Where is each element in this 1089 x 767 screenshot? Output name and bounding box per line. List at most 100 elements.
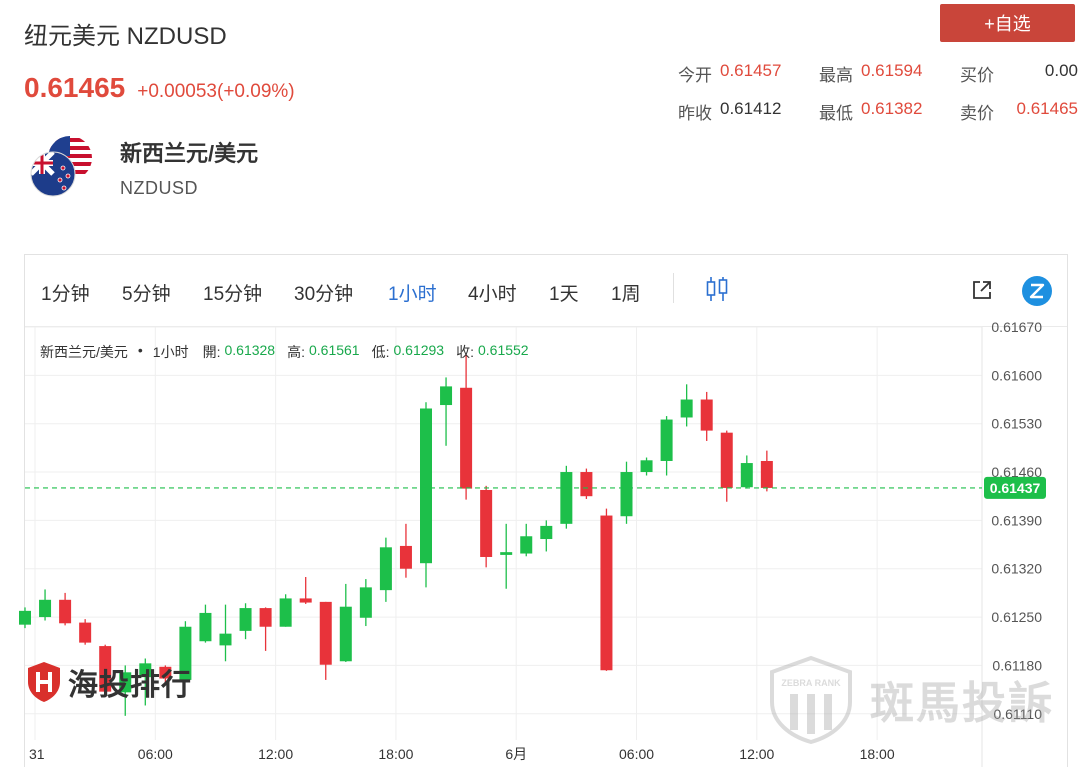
y-tick-label: 0.61250	[991, 609, 1042, 625]
legend-open: 0.61328	[224, 342, 276, 358]
candle-body	[239, 608, 252, 631]
stat-label: 昨收	[678, 103, 712, 123]
x-tick-label: 12:00	[258, 746, 293, 762]
candle-body	[79, 622, 92, 643]
stat-label: 卖价	[960, 103, 994, 123]
candle-body	[640, 460, 653, 473]
stat-label: 最高	[819, 65, 853, 85]
legend-open-label: 開:	[202, 344, 221, 360]
candle-body	[179, 626, 192, 680]
legend-close: 0.61552	[477, 342, 529, 358]
x-tick-label: 6月	[505, 746, 527, 762]
zebra-badge-text: ZEBRA RANK	[781, 678, 841, 688]
candle-body	[219, 633, 232, 646]
stat-value: 0.61594	[861, 60, 923, 80]
tab-4hour[interactable]: 4小时	[468, 284, 517, 305]
quote-stats: 今开 0.61457 最高 0.61594 买价 0.00 昨收 0.61412 最低 0…	[678, 54, 1078, 130]
candle-body	[39, 599, 52, 618]
candlestick-type-icon[interactable]	[705, 275, 729, 303]
stat-label: 最低	[819, 103, 853, 123]
chart-legend: 新西兰元/美元 • 1小时 開: 0.61328 高: 0.61561 低: 0…	[40, 342, 537, 362]
stats-row: 今开 0.61457 最高 0.61594 买价 0.00	[678, 54, 1078, 92]
tab-1day[interactable]: 1天	[549, 284, 579, 305]
candle-body	[660, 419, 673, 461]
y-tick-label: 0.61600	[991, 367, 1042, 383]
candle-body	[460, 387, 473, 489]
y-tick-label: 0.61180	[992, 657, 1042, 673]
external-link-icon[interactable]	[971, 279, 993, 301]
candle-body	[299, 598, 312, 603]
candle-body	[680, 399, 693, 418]
x-tick-label: 06:00	[138, 746, 173, 762]
candle-body	[540, 525, 553, 540]
candle-body	[760, 460, 773, 488]
legend-low-label: 低:	[371, 344, 390, 360]
candle-body	[560, 472, 573, 524]
candle-body	[580, 472, 593, 497]
y-tick-label: 0.61530	[991, 416, 1042, 432]
candle-body	[199, 612, 212, 642]
shield-logo-icon	[28, 662, 60, 702]
x-tick-label: 12:00	[739, 746, 774, 762]
x-tick-label: 18:00	[860, 746, 895, 762]
stat-value: 0.61382	[861, 98, 923, 118]
y-tick-label: 0.61110	[993, 706, 1042, 722]
currency-flags-icon	[30, 134, 94, 198]
watermark-right: ZEBRA RANK 斑馬投訴	[766, 654, 1054, 744]
page-title: 纽元美元 NZDUSD	[24, 23, 227, 50]
stat-value: 0.61465	[1016, 98, 1078, 118]
candle-body	[480, 489, 493, 557]
legend-pair: 新西兰元/美元	[40, 344, 128, 360]
stat-bid: 买价 0.00	[960, 61, 1078, 86]
legend-high-label: 高:	[287, 344, 305, 360]
candle-body	[440, 386, 453, 406]
candle-body	[259, 608, 272, 627]
candle-body	[119, 672, 132, 693]
stat-open: 今开 0.61457	[678, 61, 819, 86]
watermark-left-text: 海投排行	[68, 669, 192, 702]
candle-body	[19, 610, 31, 625]
tab-5min[interactable]: 5分钟	[122, 284, 171, 305]
stat-ask: 卖价 0.61465	[960, 99, 1078, 124]
watermark-left: 海投排行	[26, 660, 192, 704]
candle-body	[600, 515, 613, 671]
stat-label: 今开	[678, 65, 712, 85]
stat-high: 最高 0.61594	[819, 61, 960, 86]
candle-body	[720, 432, 733, 488]
candle-body	[159, 666, 172, 679]
legend-low: 0.61293	[393, 342, 445, 358]
tab-15min[interactable]: 15分钟	[203, 284, 263, 305]
chart-brand-icon[interactable]	[1021, 275, 1053, 307]
last-price: 0.61465	[24, 72, 126, 103]
stat-value: 0.00	[1044, 60, 1078, 80]
x-tick-label: 06:00	[619, 746, 654, 762]
candle-body	[620, 472, 633, 517]
tab-1week[interactable]: 1周	[611, 284, 641, 305]
legend-interval: 1小时	[152, 344, 189, 360]
pair-name: 新西兰元/美元	[120, 141, 259, 166]
candle-body	[359, 587, 372, 618]
x-tick-label: 18:00	[378, 746, 413, 762]
stat-low: 最低 0.61382	[819, 99, 960, 124]
tab-1min[interactable]: 1分钟	[41, 284, 90, 305]
tab-30min[interactable]: 30分钟	[294, 284, 354, 305]
pair-code: NZDUSD	[120, 178, 198, 198]
candle-body	[139, 663, 152, 678]
legend-high: 0.61561	[308, 342, 360, 358]
legend-close-label: 收:	[456, 344, 474, 360]
candle-body	[399, 545, 412, 569]
stat-value: 0.61412	[720, 98, 782, 118]
tab-1hour[interactable]: 1小时	[388, 284, 437, 305]
candle-body	[279, 598, 292, 627]
toolbar-divider	[673, 273, 674, 303]
candle-body	[379, 547, 392, 591]
candle-body	[420, 408, 432, 564]
candle-body	[99, 646, 112, 692]
candle-body	[740, 463, 753, 488]
price-change: +0.00053(+0.09%)	[137, 81, 295, 102]
candle-body	[520, 536, 533, 554]
y-tick-label: 0.61320	[991, 561, 1042, 577]
add-watchlist-button[interactable]: +自选	[940, 4, 1075, 42]
stat-value: 0.61457	[720, 60, 782, 80]
